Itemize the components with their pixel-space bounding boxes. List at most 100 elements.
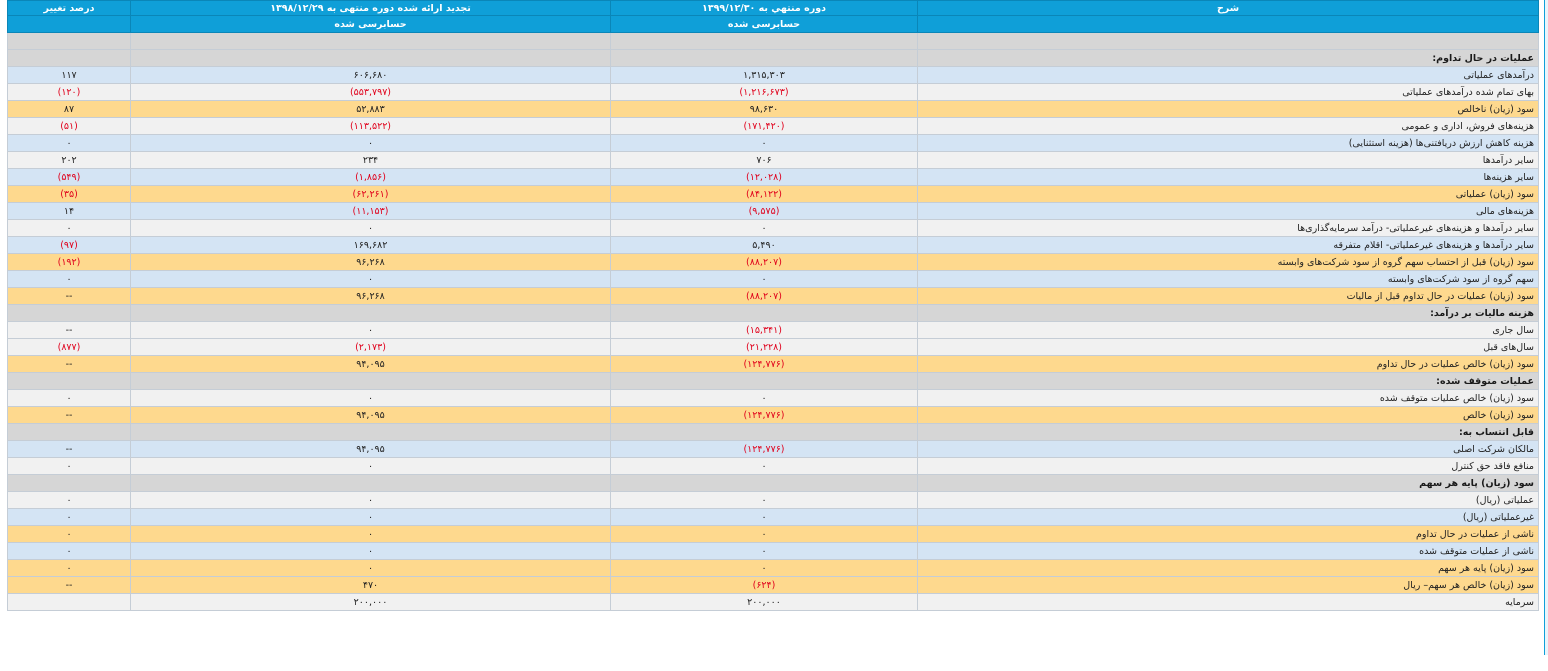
previous-period-cell: ۹۴,۰۹۵ — [130, 440, 611, 458]
previous-period-cell: ۰ — [130, 457, 611, 475]
previous-period-cell: ۰ — [130, 559, 611, 577]
table-row: -- ۰ (۱۵,۳۴۱) سال جاری — [7, 321, 1539, 339]
audit-status-current: حسابرسی شده — [610, 15, 918, 33]
current-period-cell: (۸۸,۲۰۷) — [610, 287, 918, 305]
section-row: قابل انتساب به: — [7, 423, 1539, 441]
previous-period-cell: ۶۰۶,۶۸۰ — [130, 66, 611, 84]
current-period-cell — [610, 49, 918, 67]
previous-period-cell: ۹۴,۰۹۵ — [130, 355, 611, 373]
current-period-cell — [610, 474, 918, 492]
row-description: سود (زیان) خالص هر سهم– ریال — [917, 576, 1539, 594]
section-row: هزینه مالیات بر درآمد: — [7, 304, 1539, 322]
change-percent-cell: (۱۲۰) — [7, 83, 131, 101]
change-percent-cell: ۰ — [7, 219, 131, 237]
change-percent-cell: (۱۹۲) — [7, 253, 131, 271]
table-row: ۰ ۰ ۰ سود (زیان) خالص عملیات متوقف شده — [7, 389, 1539, 407]
previous-period-cell: ۰ — [130, 542, 611, 560]
change-percent-cell: (۹۷) — [7, 236, 131, 254]
previous-period-cell: ۰ — [130, 508, 611, 526]
change-percent-cell: ۰ — [7, 491, 131, 509]
section-title: هزینه مالیات بر درآمد: — [917, 304, 1539, 322]
change-percent-cell: ۰ — [7, 508, 131, 526]
change-percent-cell — [7, 423, 131, 441]
previous-period-cell: ۰ — [130, 525, 611, 543]
change-percent-cell: ۰ — [7, 559, 131, 577]
table-row: -- ۹۴,۰۹۵ (۱۲۴,۷۷۶) سود (زیان) خالص — [7, 406, 1539, 424]
row-description: مالکان شرکت اصلی — [917, 440, 1539, 458]
change-percent-cell — [7, 593, 131, 611]
row-description: سهم گروه از سود شرکت‌های وابسته — [917, 270, 1539, 288]
row-description: بهای تمام شده درآمدهای عملیاتی — [917, 83, 1539, 101]
header-previous-period[interactable]: تجدید ارائه شده دوره منتهی به ۱۳۹۸/۱۲/۲۹ — [130, 0, 611, 16]
change-percent-cell: ۱۱۷ — [7, 66, 131, 84]
previous-period-cell: (۲,۱۷۳) — [130, 338, 611, 356]
current-period-cell: (۸۴,۱۲۲) — [610, 185, 918, 203]
previous-period-cell — [130, 49, 611, 67]
previous-period-cell — [130, 304, 611, 322]
row-description: سود (زیان) خالص عملیات در حال تداوم — [917, 355, 1539, 373]
header-audit-blank — [7, 15, 131, 33]
section-row: عملیات در حال تداوم: — [7, 49, 1539, 67]
header-change[interactable]: درصد تغییر — [7, 0, 131, 16]
section-title: قابل انتساب به: — [917, 423, 1539, 441]
previous-period-cell: ۵۲,۸۸۳ — [130, 100, 611, 118]
table-row: (۵۱) (۱۱۳,۵۲۲) (۱۷۱,۴۲۰) هزینه‌های فروش، اد… — [7, 117, 1539, 135]
row-description: سود (زیان) قبل از احتساب سهم گروه از سود… — [917, 253, 1539, 271]
previous-period-cell: ۰ — [130, 134, 611, 152]
previous-period-cell: ۰ — [130, 270, 611, 288]
table-row: (۱۹۲) ۹۶,۲۶۸ (۸۸,۲۰۷) سود (زیان) قبل از احت… — [7, 253, 1539, 271]
table-row: ۰ ۰ ۰ عملیاتی (ریال) — [7, 491, 1539, 509]
table-row: ۰ ۰ ۰ هزینه کاهش ارزش دریافتنی‌ها (هزینه اس… — [7, 134, 1539, 152]
current-period-cell: ۰ — [610, 457, 918, 475]
change-percent-cell — [7, 474, 131, 492]
scrollbar[interactable] — [1544, 0, 1548, 655]
change-percent-cell: ۸۷ — [7, 100, 131, 118]
header-row: درصد تغییر تجدید ارائه شده دوره منتهی به… — [7, 0, 1539, 16]
table-row: ۲۰۲ ۲۳۴ ۷۰۶ سایر درآمدها — [7, 151, 1539, 169]
header-description[interactable]: شرح — [917, 0, 1539, 16]
table-row: -- ۹۶,۲۶۸ (۸۸,۲۰۷) سود (زیان) عملیات در حال… — [7, 287, 1539, 305]
table-row: (۸۷۷) (۲,۱۷۳) (۲۱,۲۲۸) سال‌های قبل — [7, 338, 1539, 356]
table-row: ۱۴ (۱۱,۱۵۳) (۹,۵۷۵) هزینه‌های مالی — [7, 202, 1539, 220]
table-row: ۰ ۰ ۰ غیرعملیاتی (ریال) — [7, 508, 1539, 526]
current-period-cell: ۰ — [610, 491, 918, 509]
current-period-cell: (۱۷۱,۴۲۰) — [610, 117, 918, 135]
row-description: سود (زیان) خالص — [917, 406, 1539, 424]
previous-period-cell: (۱۱۳,۵۲۲) — [130, 117, 611, 135]
row-description — [917, 32, 1539, 50]
current-period-cell — [610, 372, 918, 390]
row-description: سایر هزینه‌ها — [917, 168, 1539, 186]
current-period-cell: ۰ — [610, 270, 918, 288]
row-description: عملیاتی (ریال) — [917, 491, 1539, 509]
row-description: هزینه‌های فروش، اداری و عمومی — [917, 117, 1539, 135]
spacer-row — [7, 32, 1539, 50]
previous-period-cell: ۹۶,۲۶۸ — [130, 253, 611, 271]
table-row: -- ۹۴,۰۹۵ (۱۲۴,۷۷۶) سود (زیان) خالص عملیات … — [7, 355, 1539, 373]
current-period-cell — [610, 423, 918, 441]
current-period-cell: ۰ — [610, 389, 918, 407]
change-percent-cell: -- — [7, 321, 131, 339]
previous-period-cell: ۰ — [130, 219, 611, 237]
header-audit-blank-desc — [917, 15, 1539, 33]
row-description: سایر درآمدها و هزینه‌های غیرعملیاتی- اقل… — [917, 236, 1539, 254]
table-row: ۰ ۰ ۰ ناشی از عملیات در حال تداوم — [7, 525, 1539, 543]
table-row: ۰ ۰ ۰ منافع فاقد حق کنترل — [7, 457, 1539, 475]
table-row: (۵۴۹) (۱,۸۵۶) (۱۲,۰۲۸) سایر هزینه‌ها — [7, 168, 1539, 186]
table-row: (۹۷) ۱۶۹,۶۸۲ ۵,۴۹۰ سایر درآمدها و هزینه‌های… — [7, 236, 1539, 254]
change-percent-cell: ۰ — [7, 389, 131, 407]
row-description: سود (زیان) عملیات در حال تداوم قبل از ما… — [917, 287, 1539, 305]
current-period-cell — [610, 32, 918, 50]
change-percent-cell: -- — [7, 576, 131, 594]
audit-status-previous: حسابرسی شده — [130, 15, 611, 33]
header-current-period[interactable]: دوره منتهي به ۱۳۹۹/۱۲/۳۰ — [610, 0, 918, 16]
section-title: عملیات متوقف شده: — [917, 372, 1539, 390]
current-period-cell: ۰ — [610, 219, 918, 237]
table-row: ۸۷ ۵۲,۸۸۳ ۹۸,۶۳۰ سود (زیان) ناخالص — [7, 100, 1539, 118]
row-description: ناشی از عملیات در حال تداوم — [917, 525, 1539, 543]
previous-period-cell: (۱,۸۵۶) — [130, 168, 611, 186]
section-title: عملیات در حال تداوم: — [917, 49, 1539, 67]
change-percent-cell: -- — [7, 440, 131, 458]
change-percent-cell: -- — [7, 406, 131, 424]
change-percent-cell: ۰ — [7, 270, 131, 288]
previous-period-cell: ۲۳۴ — [130, 151, 611, 169]
